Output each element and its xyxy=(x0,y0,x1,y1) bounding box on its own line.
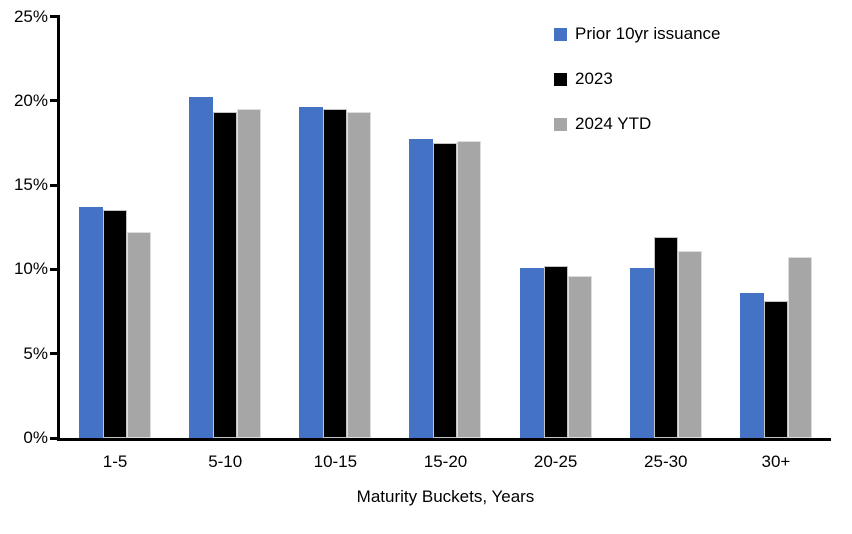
bar-prior-10yr-issuance-25-30 xyxy=(629,267,654,438)
bar-2023-20-25 xyxy=(543,265,568,438)
y-tick-5 xyxy=(50,352,58,356)
y-tick-label-5: 5% xyxy=(23,343,48,363)
x-tick-label-15-20: 15-20 xyxy=(423,452,468,471)
x-axis-title: Maturity Buckets, Years xyxy=(356,487,535,506)
bar-prior-10yr-issuance-1-5 xyxy=(79,206,104,438)
y-tick-0 xyxy=(50,436,58,440)
bar-2024-ytd-10-15 xyxy=(347,112,372,438)
y-axis-line xyxy=(57,15,60,441)
bar-2023-25-30 xyxy=(653,237,678,438)
bar-group-5-10 xyxy=(170,16,280,438)
y-tick-label-15: 15% xyxy=(13,175,48,195)
x-tick-label-1-5: 1-5 xyxy=(102,452,128,471)
y-tick-label-25: 25% xyxy=(13,6,48,26)
bar-2023-5-10 xyxy=(213,112,238,438)
bar-group-10-15 xyxy=(280,16,390,438)
bar-2023-30+ xyxy=(763,301,788,438)
bar-2024-ytd-30+ xyxy=(787,257,812,438)
x-tick-label-30+: 30+ xyxy=(761,452,791,471)
y-tick-15 xyxy=(50,183,58,187)
bar-prior-10yr-issuance-30+ xyxy=(739,292,764,438)
y-tick-20 xyxy=(50,99,58,103)
y-tick-label-10: 10% xyxy=(13,259,48,279)
legend-marker-icon xyxy=(554,27,567,41)
y-tick-10 xyxy=(50,267,58,271)
bar-2024-ytd-20-25 xyxy=(567,275,592,438)
bar-prior-10yr-issuance-20-25 xyxy=(519,267,544,438)
bar-prior-10yr-issuance-5-10 xyxy=(189,97,214,438)
legend-item-prior-10yr-issuance: Prior 10yr issuance xyxy=(554,24,721,44)
bar-group-25-30 xyxy=(611,16,721,438)
legend-item-2024-ytd: 2024 YTD xyxy=(554,114,721,134)
legend-label: 2023 xyxy=(575,69,613,88)
bar-group-15-20 xyxy=(390,16,500,438)
bar-group-20-25 xyxy=(501,16,611,438)
plot-area xyxy=(60,16,831,438)
y-tick-label-0: 0% xyxy=(23,428,48,447)
y-tick-label-20: 20% xyxy=(13,90,48,110)
x-tick-label-20-25: 20-25 xyxy=(533,452,578,471)
bar-prior-10yr-issuance-15-20 xyxy=(409,139,434,438)
bar-2024-ytd-1-5 xyxy=(127,232,152,438)
x-tick-label-10-15: 10-15 xyxy=(313,452,358,471)
legend-label: 2024 YTD xyxy=(575,114,652,133)
legend-item-2023: 2023 xyxy=(554,69,721,89)
bar-2024-ytd-25-30 xyxy=(677,250,702,438)
x-tick-label-5-10: 5-10 xyxy=(208,452,243,471)
bar-2023-15-20 xyxy=(433,142,458,438)
bar-2023-10-15 xyxy=(323,108,348,438)
x-axis-line xyxy=(57,438,831,441)
legend-marker-icon xyxy=(554,117,567,131)
legend: Prior 10yr issuance 2023 2024 YTD xyxy=(554,24,721,159)
bar-2023-1-5 xyxy=(103,210,128,438)
bar-prior-10yr-issuance-10-15 xyxy=(299,107,324,438)
bar-2024-ytd-15-20 xyxy=(457,140,482,438)
legend-marker-icon xyxy=(554,72,567,86)
legend-label: Prior 10yr issuance xyxy=(575,24,721,43)
bar-2024-ytd-5-10 xyxy=(237,108,262,438)
x-axis-labels: 1-5 5-10 10-15 15-20 20-25 25-30 30+ xyxy=(60,452,831,472)
bar-group-30+ xyxy=(721,16,831,438)
bar-group-1-5 xyxy=(60,16,170,438)
x-tick-label-25-30: 25-30 xyxy=(644,452,688,471)
y-tick-25 xyxy=(50,15,58,18)
